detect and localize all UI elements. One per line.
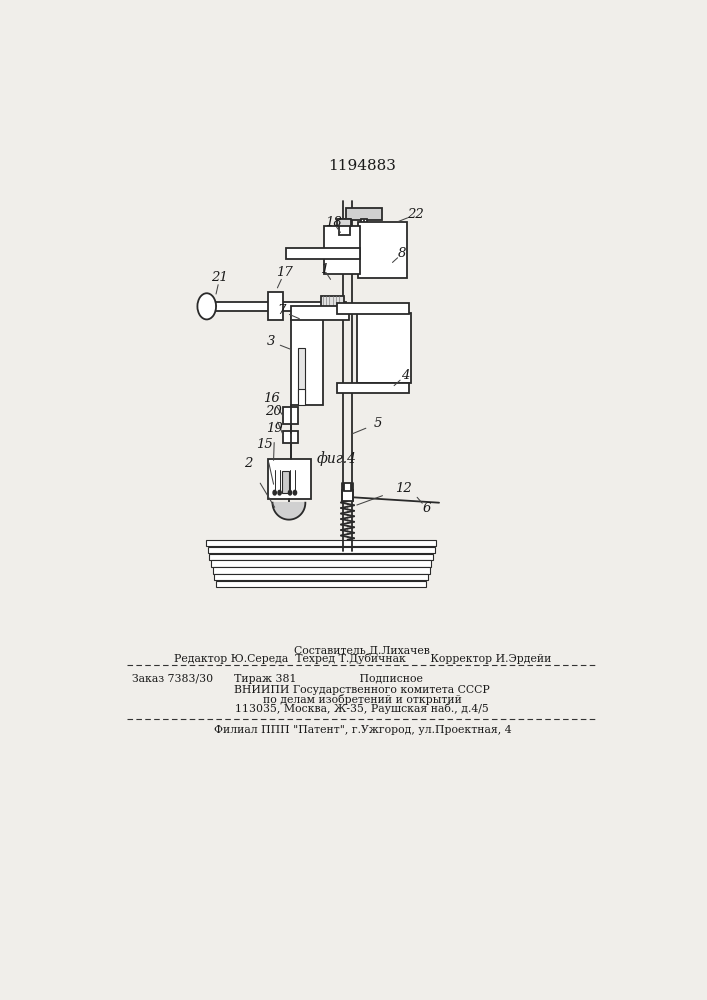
Polygon shape [272,503,305,520]
Text: 1194883: 1194883 [328,159,397,173]
Bar [342,490,353,501]
Bar [321,296,344,316]
Text: Редактор Ю.Середа  Техред Т.Дубичнак       Корректор И.Эрдейи: Редактор Ю.Середа Техред Т.Дубичнак Корр… [174,654,551,664]
Bar [337,303,409,314]
Circle shape [278,490,281,495]
Circle shape [273,490,276,495]
Bar [282,471,289,493]
Text: 1: 1 [320,263,328,276]
Bar [206,540,436,546]
Text: 21: 21 [211,271,228,284]
Bar [213,567,430,574]
Text: 6: 6 [422,502,431,515]
Bar [268,292,284,320]
Text: 22: 22 [407,208,424,221]
Bar [284,407,298,424]
Bar [298,348,305,401]
Bar [357,312,411,383]
Bar [208,547,435,553]
Text: Филиал ППП "Патент", г.Ужгород, ул.Проектная, 4: Филиал ППП "Патент", г.Ужгород, ул.Проек… [214,725,511,735]
Text: 8: 8 [397,247,406,260]
Text: ВНИИПИ Государственного комитета СССР: ВНИИПИ Государственного комитета СССР [235,685,490,695]
Bar [201,302,346,311]
Bar [209,554,433,560]
Bar [267,459,311,499]
Bar [286,248,360,259]
Bar [337,219,351,226]
Text: 12: 12 [395,482,411,495]
Bar [211,560,431,567]
Text: 2: 2 [244,457,252,470]
Bar [214,574,428,580]
Text: Заказ 7383/30      Тираж 381                  Подписное: Заказ 7383/30 Тираж 381 Подписное [132,674,423,684]
Circle shape [293,490,297,495]
Text: по делам изобретений и открытий: по делам изобретений и открытий [263,694,462,705]
Bar [216,581,426,587]
Bar [339,219,350,235]
Text: 17: 17 [276,266,293,279]
Bar [358,222,407,278]
Bar [346,208,382,220]
Bar [291,306,349,320]
Text: 16: 16 [263,392,280,405]
Bar [337,383,409,393]
Text: 18: 18 [325,216,341,229]
Bar [324,226,360,274]
Text: 20: 20 [264,405,281,418]
Bar [298,389,305,405]
Text: 5: 5 [373,417,382,430]
Text: 15: 15 [257,438,273,451]
Bar [284,431,298,443]
Text: 19: 19 [267,422,283,434]
Text: 113035, Москва, Ж-35, Раушская наб., д.4/5: 113035, Москва, Ж-35, Раушская наб., д.4… [235,703,489,714]
Text: 3: 3 [267,335,276,348]
Circle shape [197,293,216,319]
Circle shape [288,490,292,495]
Bar [344,483,351,491]
Text: Составитель Д.Лихачев: Составитель Д.Лихачев [294,645,431,655]
Text: 7: 7 [277,304,286,317]
Text: 4: 4 [401,369,409,382]
Bar [291,316,323,405]
Text: фиг.4: фиг.4 [317,451,356,466]
Bar [361,219,367,235]
